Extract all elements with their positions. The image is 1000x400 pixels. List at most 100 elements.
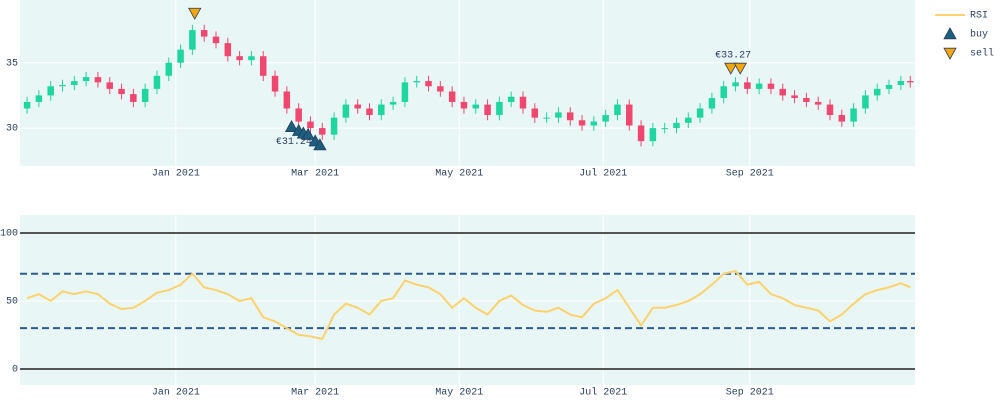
candle-body	[460, 101, 468, 109]
candle-body	[685, 117, 692, 123]
x-tick-label: Jul 2021	[579, 168, 627, 180]
candle-body	[873, 88, 881, 96]
candle-body	[330, 117, 338, 135]
x-tick-label: Jul 2021	[579, 387, 627, 399]
candle-body	[732, 82, 739, 87]
candle-body	[566, 112, 574, 121]
x-tick-label: Jan 2021	[152, 169, 200, 180]
candle-body	[177, 49, 184, 63]
plot-area	[20, 0, 915, 166]
candle-body	[401, 82, 409, 102]
candle-body	[637, 125, 645, 142]
candle-body	[165, 62, 173, 76]
candle-body	[71, 81, 78, 85]
candle-body	[803, 98, 810, 102]
x-tick-label: Mar 2021	[291, 169, 339, 180]
candle-body	[130, 94, 137, 102]
x-tick-label: Sep 2021	[726, 169, 774, 180]
x-tick-label: May 2021	[435, 169, 483, 180]
candle-body	[319, 128, 326, 135]
annotation: €33.27	[715, 51, 751, 62]
candle-body	[814, 101, 822, 105]
candle-body	[885, 84, 893, 89]
candle-body	[378, 104, 385, 116]
candle-body	[106, 82, 113, 89]
candle-body	[590, 121, 598, 126]
candle-body	[389, 101, 397, 105]
y-tick-label: 100	[0, 229, 18, 240]
candle-body	[307, 121, 314, 129]
candle-body	[271, 75, 279, 92]
candle-body	[82, 77, 90, 82]
legend-symbol	[943, 27, 957, 40]
candle-body	[47, 86, 54, 96]
candle-body	[448, 91, 456, 102]
candle-body	[212, 36, 220, 44]
annotation: €31.24	[276, 137, 312, 148]
candle-body	[354, 104, 361, 109]
candle-body	[248, 56, 255, 61]
legend-label: sell	[970, 48, 994, 60]
candle-body	[507, 96, 515, 102]
candle-body	[791, 95, 798, 99]
candle-body	[862, 95, 869, 109]
candle-body	[484, 104, 491, 116]
candle-body	[413, 81, 420, 83]
candle-body	[673, 122, 680, 129]
candle-body	[200, 30, 208, 37]
candle-body	[342, 104, 350, 118]
candle-body	[602, 115, 609, 122]
candle-body	[141, 88, 149, 102]
y-tick-label: 50	[6, 297, 18, 308]
candle-body	[626, 104, 633, 126]
candle-body	[578, 120, 586, 126]
candle-body	[543, 117, 550, 119]
line-series	[26, 269, 911, 341]
candle-body	[118, 88, 125, 95]
candle-body	[649, 128, 657, 142]
candle-body	[614, 104, 621, 116]
candle-body	[425, 81, 432, 87]
candle-body	[661, 128, 668, 130]
candle-body	[259, 56, 267, 76]
legend-label: RSI	[970, 11, 988, 22]
trade-marker	[188, 7, 202, 20]
candle-body	[744, 82, 751, 89]
candle-body	[696, 108, 704, 118]
trade-marker	[313, 138, 327, 151]
candle-body	[23, 101, 31, 109]
candle-body	[708, 98, 716, 109]
candle-body	[472, 104, 480, 109]
candle-body	[897, 81, 905, 85]
candle-body	[779, 88, 787, 96]
y-tick-label: 0	[12, 365, 18, 376]
candle-body	[437, 86, 444, 92]
candle-body	[850, 108, 857, 122]
candle-body	[295, 108, 302, 122]
trade-marker	[284, 119, 299, 132]
candle-body	[755, 83, 763, 89]
legend-label: buy	[970, 29, 988, 41]
x-tick-label: Mar 2021	[291, 388, 339, 399]
candle-body	[236, 56, 243, 61]
candle-body	[94, 77, 102, 83]
candle-body	[224, 43, 232, 57]
candle-body	[555, 112, 562, 118]
y-tick-label: 35	[6, 58, 18, 69]
candle-body	[283, 91, 291, 109]
x-tick-label: May 2021	[435, 388, 483, 399]
candle-body	[767, 83, 775, 89]
legend-symbol	[943, 47, 957, 60]
trade-marker	[724, 62, 738, 75]
candle-body	[720, 86, 727, 99]
x-tick-label: Jan 2021	[152, 388, 200, 399]
candle-body	[189, 30, 196, 50]
candle-body	[35, 95, 43, 102]
candle-body	[826, 104, 834, 116]
candle-body	[838, 115, 846, 122]
trade-marker	[733, 62, 747, 75]
x-tick-label: Sep 2021	[726, 388, 774, 399]
candle-body	[496, 101, 503, 116]
